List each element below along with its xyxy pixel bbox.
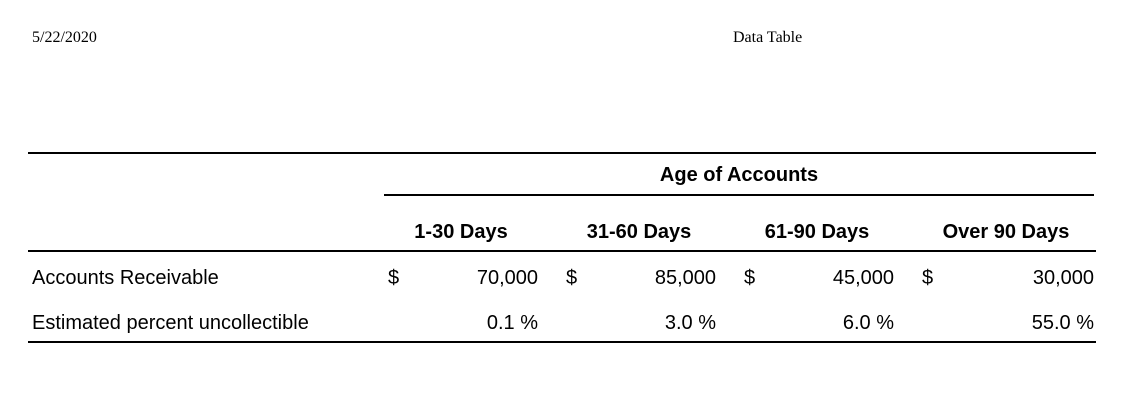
pct-value-1-30: 0.1 % (486, 312, 538, 334)
page-title: Data Table (733, 29, 803, 46)
currency-symbol: $ (744, 267, 756, 289)
ar-value-over-90: 30,000 (1032, 267, 1094, 289)
column-header-1-30: 1-30 Days (414, 221, 508, 243)
column-header-over-90: Over 90 Days (942, 221, 1070, 243)
group-header-rule (384, 194, 1094, 196)
row-label-estimated-percent: Estimated percent uncollectible (32, 312, 309, 334)
table-top-rule (28, 152, 1096, 154)
ar-value-1-30: 70,000 (476, 267, 538, 289)
table-bottom-rule (28, 341, 1096, 343)
pct-value-61-90: 6.0 % (842, 312, 894, 334)
currency-symbol: $ (566, 267, 578, 289)
ar-value-31-60: 85,000 (654, 267, 716, 289)
pct-value-31-60: 3.0 % (664, 312, 716, 334)
currency-symbol: $ (388, 267, 400, 289)
pct-value-over-90: 55.0 % (1031, 312, 1094, 334)
column-header-61-90: 61-90 Days (764, 221, 870, 243)
ar-value-61-90: 45,000 (832, 267, 894, 289)
column-header-31-60: 31-60 Days (586, 221, 692, 243)
row-label-accounts-receivable: Accounts Receivable (32, 267, 219, 289)
age-of-accounts-header: Age of Accounts (659, 164, 819, 186)
column-header-rule (28, 250, 1096, 252)
print-date: 5/22/2020 (32, 29, 97, 46)
currency-symbol: $ (922, 267, 934, 289)
